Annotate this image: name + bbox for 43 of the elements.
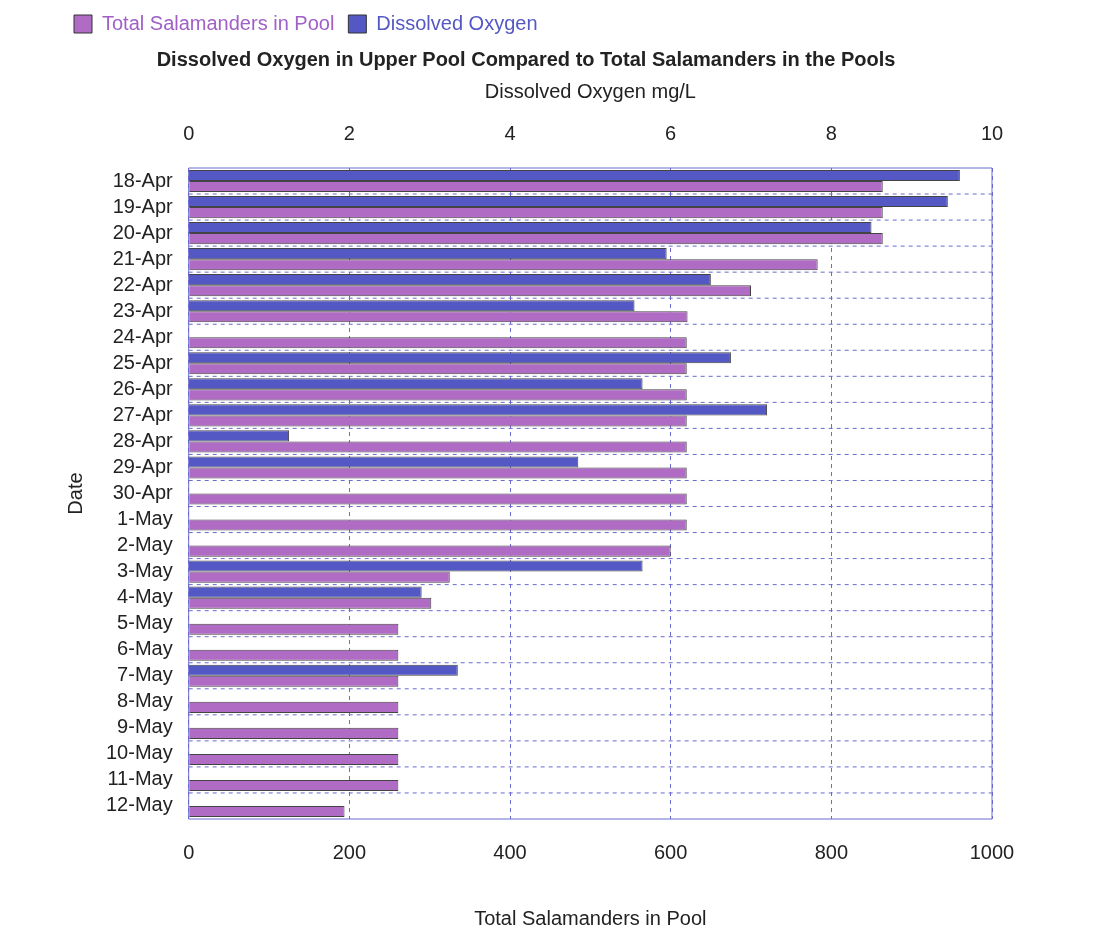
y-tick-label: 24-Apr bbox=[112, 324, 174, 347]
y-tick-label: 7-May bbox=[117, 663, 173, 686]
x2-tick-label: 0 bbox=[183, 121, 195, 144]
y-tick-label: 10-May bbox=[105, 741, 173, 764]
x2-tick-label: 2 bbox=[343, 121, 355, 144]
x2-tick-label: 10 bbox=[980, 121, 1004, 144]
y-tick-label: 11-May bbox=[107, 767, 173, 790]
x-tick-label: 1000 bbox=[969, 840, 1015, 863]
legend-label: Total Salamanders in Pool bbox=[102, 11, 335, 34]
y-tick-label: 9-May bbox=[117, 715, 173, 738]
y-tick-label: 2-May bbox=[117, 533, 173, 556]
y-tick-label: 12-May bbox=[105, 793, 173, 816]
x-tick-label: 800 bbox=[814, 840, 849, 863]
y-tick-label: 5-May bbox=[117, 611, 173, 634]
y-tick-label: 28-Apr bbox=[112, 428, 174, 451]
y-tick-label: 18-Apr bbox=[112, 168, 174, 191]
legend-label: Dissolved Oxygen bbox=[376, 11, 538, 34]
x2-tick-label: 6 bbox=[665, 121, 677, 144]
y-tick-label: 19-Apr bbox=[112, 194, 174, 217]
x2-axis-title: Dissolved Oxygen mg/L bbox=[484, 79, 696, 102]
y-tick-label: 3-May bbox=[117, 559, 173, 582]
x-axis-title: Total Salamanders in Pool bbox=[474, 906, 707, 929]
x-tick-label: 600 bbox=[653, 840, 688, 863]
y-axis-title: Date bbox=[63, 472, 86, 515]
y-tick-label: 8-May bbox=[117, 689, 173, 712]
y-tick-label: 23-Apr bbox=[112, 298, 174, 321]
y-tick-label: 6-May bbox=[117, 637, 173, 660]
y-tick-label: 4-May bbox=[117, 585, 173, 608]
y-tick-label: 20-Apr bbox=[112, 220, 174, 243]
y-tick-label: 26-Apr bbox=[112, 376, 174, 399]
y-tick-label: 30-Apr bbox=[112, 481, 174, 504]
x-tick-label: 0 bbox=[183, 840, 195, 863]
chart-title: Dissolved Oxygen in Upper Pool Compared to Total Salamanders in the Pools bbox=[156, 47, 896, 70]
y-tick-label: 22-Apr bbox=[112, 272, 174, 295]
y-tick-label: 21-Apr bbox=[112, 246, 174, 269]
y-tick-label: 1-May bbox=[117, 507, 173, 530]
x2-tick-label: 8 bbox=[825, 121, 837, 144]
x2-tick-label: 4 bbox=[504, 121, 516, 144]
y-tick-label: 25-Apr bbox=[112, 350, 174, 373]
y-tick-label: 27-Apr bbox=[112, 402, 174, 425]
x-tick-label: 400 bbox=[493, 840, 527, 863]
x-tick-label: 200 bbox=[332, 840, 367, 863]
y-tick-label: 29-Apr bbox=[112, 454, 174, 477]
